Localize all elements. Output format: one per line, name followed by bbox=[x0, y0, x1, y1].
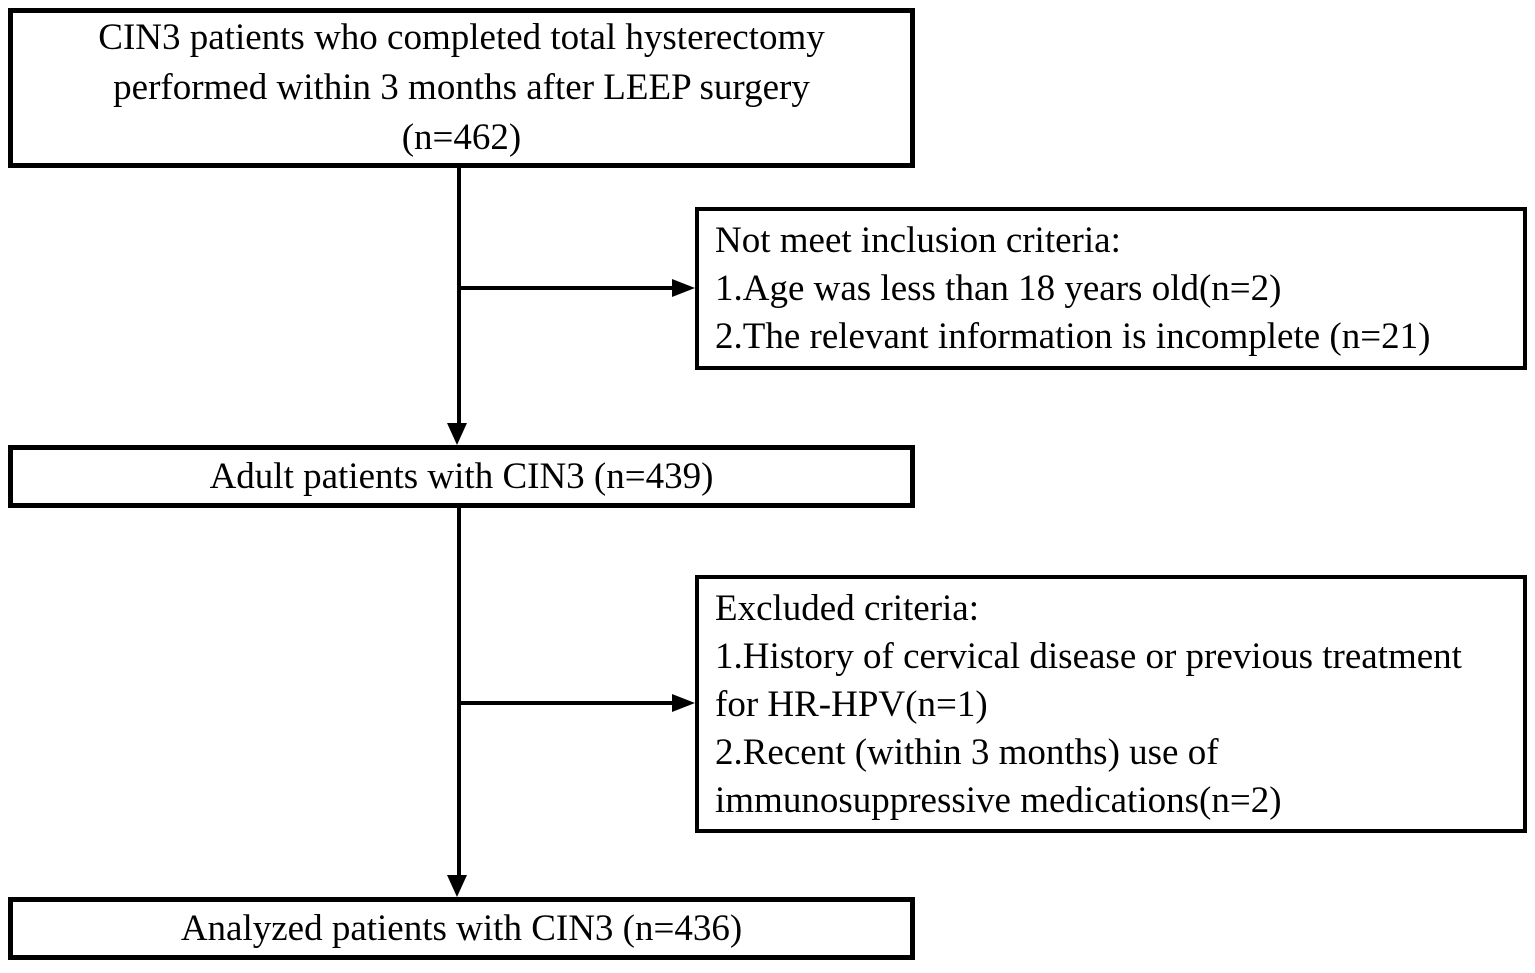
box-text-line: 2.The relevant information is incomplete… bbox=[715, 316, 1431, 357]
box-text-line: 1.History of cervical disease or previou… bbox=[715, 636, 1462, 725]
connector-top-to-adult bbox=[457, 168, 461, 425]
box-text-line: Adult patients with CIN3 (n=439) bbox=[209, 455, 714, 497]
arrow-right-icon bbox=[672, 694, 695, 712]
box-text-line: 1.Age was less than 18 years old(n=2) bbox=[715, 268, 1282, 309]
connector-branch-to-not-inclusion bbox=[457, 286, 673, 290]
box-text-line: performed within 3 months after LEEP sur… bbox=[113, 67, 810, 108]
connector-branch-to-excluded bbox=[457, 701, 673, 705]
arrow-down-icon bbox=[447, 875, 467, 897]
box-hysterectomy-patients: CIN3 patients who completed total hyster… bbox=[8, 8, 915, 168]
box-text-line: Not meet inclusion criteria: bbox=[715, 220, 1121, 261]
box-text-line: CIN3 patients who completed total hyster… bbox=[98, 17, 825, 58]
box-analyzed-patients: Analyzed patients with CIN3 (n=436) bbox=[8, 897, 915, 960]
box-excluded-criteria: Excluded criteria: 1.History of cervical… bbox=[695, 575, 1527, 833]
connector-adult-to-analyzed bbox=[457, 508, 461, 877]
arrow-down-icon bbox=[447, 423, 467, 445]
box-text-line: 2.Recent (within 3 months) use of immuno… bbox=[715, 732, 1282, 821]
box-text-line: Excluded criteria: bbox=[715, 588, 980, 629]
arrow-right-icon bbox=[672, 279, 695, 297]
box-not-inclusion-criteria: Not meet inclusion criteria: 1.Age was l… bbox=[695, 207, 1527, 370]
box-text-line: (n=462) bbox=[401, 117, 522, 158]
box-text-line: Analyzed patients with CIN3 (n=436) bbox=[180, 907, 743, 949]
box-adult-patients: Adult patients with CIN3 (n=439) bbox=[8, 445, 915, 508]
